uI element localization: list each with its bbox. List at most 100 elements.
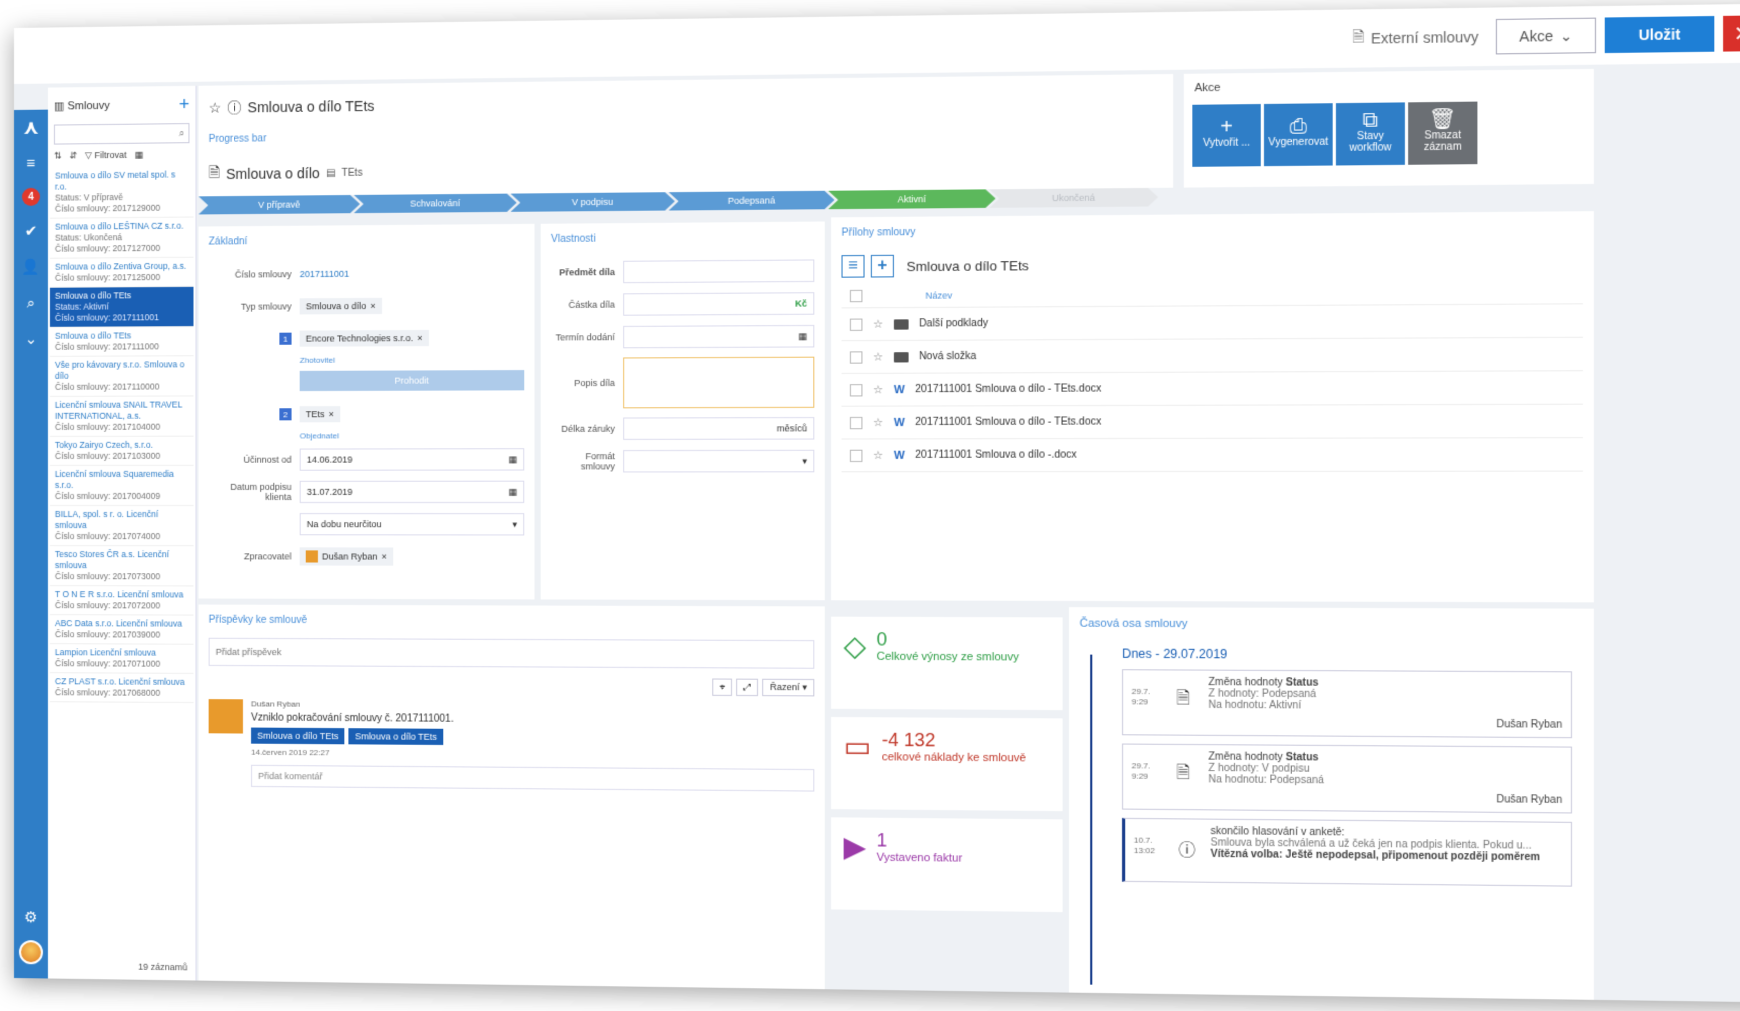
list-view-icon[interactable]: ≡ bbox=[842, 255, 865, 278]
users-icon[interactable]: 👤 bbox=[20, 256, 42, 278]
info-icon[interactable]: ⓘ bbox=[227, 97, 241, 117]
swap-parties-button[interactable]: Prohodit bbox=[300, 370, 525, 391]
row-checkbox[interactable] bbox=[850, 318, 863, 330]
notification-badge[interactable]: 4 bbox=[22, 188, 40, 206]
list-item[interactable]: Smlouva o dílo LEŠTINA CZ s.r.o. Status: … bbox=[50, 218, 194, 259]
timeline-entry[interactable]: 29.7. 9:29 🗎 Změna hodnoty Status Z hodno… bbox=[1122, 669, 1572, 738]
contract-type-chip[interactable]: Smlouva o dílo × bbox=[300, 298, 382, 315]
menu-icon[interactable]: ≡ bbox=[20, 152, 42, 174]
list-item[interactable]: ABC Data s.r.o. Licenční smlouva Číslo sm… bbox=[50, 615, 194, 645]
remove-icon[interactable]: × bbox=[417, 333, 422, 343]
check-icon[interactable]: ✔ bbox=[20, 220, 42, 242]
party1-chip[interactable]: Encore Technologies s.r.o. × bbox=[300, 330, 429, 347]
table-row[interactable]: ☆ Nová složka bbox=[842, 338, 1583, 374]
search-icon[interactable]: ⌕ bbox=[20, 292, 42, 314]
select-all-checkbox[interactable] bbox=[850, 289, 863, 301]
list-item[interactable]: CZ PLAST s.r.o. Licenční smlouva Číslo sm… bbox=[50, 673, 194, 703]
calendar-icon[interactable]: ▦ bbox=[508, 454, 517, 465]
gear-icon[interactable]: ⚙ bbox=[20, 906, 42, 928]
signature-date-field[interactable]: 31.07.2019 ▦ bbox=[300, 481, 525, 503]
add-contract-button[interactable]: + bbox=[179, 94, 190, 115]
list-item[interactable]: Smlouva o dílo Zentiva Group, a.s. Číslo … bbox=[50, 258, 194, 288]
list-item[interactable]: Licenční smlouva SNAIL TRAVEL INTERNATIO… bbox=[50, 396, 194, 436]
post-author[interactable]: Dušan Ryban bbox=[251, 699, 814, 711]
external-contracts-link[interactable]: 🗎 Externí smlouvy bbox=[1352, 24, 1478, 51]
generate-button[interactable]: ⎙ Vygenerovat bbox=[1264, 103, 1333, 166]
sort-asc-icon[interactable]: ⇅ bbox=[54, 151, 62, 162]
timeline-entry[interactable]: 29.7. 9:29 🗎 Změna hodnoty Status Z hodno… bbox=[1122, 744, 1572, 814]
remove-icon[interactable]: × bbox=[370, 301, 375, 311]
expand-icon[interactable]: ⤢ bbox=[736, 679, 758, 696]
party2-chip[interactable]: TEts × bbox=[300, 406, 340, 422]
calendar-icon[interactable]: ▦ bbox=[508, 486, 517, 497]
effective-from-field[interactable]: 14.06.2019 ▦ bbox=[300, 448, 525, 471]
list-item[interactable]: Smlouva o dílo TEts Číslo smlouvy: 201711… bbox=[50, 327, 194, 357]
list-item[interactable]: Vše pro kávovary s.r.o. Smlouva o dílo Čí… bbox=[50, 356, 194, 397]
star-icon[interactable]: ☆ bbox=[873, 449, 883, 462]
calendar-icon[interactable]: ▦ bbox=[135, 150, 144, 161]
user-avatar[interactable] bbox=[19, 940, 43, 964]
warranty-field[interactable]: měsíců bbox=[623, 417, 814, 440]
contract-number[interactable]: 2017111001 bbox=[300, 269, 349, 279]
description-field[interactable] bbox=[623, 357, 814, 409]
row-checkbox[interactable] bbox=[850, 449, 863, 461]
star-icon[interactable]: ☆ bbox=[873, 383, 883, 396]
row-checkbox[interactable] bbox=[850, 351, 863, 363]
star-icon[interactable]: ☆ bbox=[873, 317, 883, 330]
timeline-entry[interactable]: 10.7. 13:02 ⓘ skončilo hlasování v anketě… bbox=[1122, 818, 1572, 887]
filter-button[interactable]: ▽ Filtrovat bbox=[85, 150, 127, 161]
duration-select[interactable]: Na dobu neurčitou ▾ bbox=[300, 513, 525, 535]
list-item[interactable]: T O N E R s.r.o. Licenční smlouva Číslo s… bbox=[50, 586, 194, 615]
step-ukoncena[interactable]: Ukončená bbox=[989, 188, 1158, 208]
table-row[interactable]: ☆ W 2017111001 Smlouva o dílo -.docx bbox=[842, 438, 1583, 472]
processor-chip[interactable]: Dušan Ryban × bbox=[300, 547, 393, 565]
step-podepsana[interactable]: Podepsaná bbox=[669, 191, 835, 211]
sort-dropdown[interactable]: Řazení ▾ bbox=[763, 679, 815, 697]
calendar-icon[interactable]: ▦ bbox=[798, 331, 807, 342]
sitemap-icon: ⧉ bbox=[1363, 115, 1378, 127]
table-row[interactable]: ☆ W 2017111001 Smlouva o dílo - TEts.docx bbox=[842, 371, 1583, 406]
subject-field[interactable] bbox=[623, 259, 814, 283]
list-item[interactable]: BILLA, spol. s r. o. Licenční smlouva Čís… bbox=[50, 506, 194, 546]
save-button[interactable]: Uložit bbox=[1605, 16, 1715, 53]
star-icon[interactable]: ☆ bbox=[209, 99, 222, 116]
list-item[interactable]: Tesco Stores ČR a.s. Licenční smlouva Čís… bbox=[50, 546, 194, 586]
post-tag[interactable]: Smlouva o dílo TEts bbox=[251, 728, 345, 745]
remove-icon[interactable]: × bbox=[329, 409, 334, 419]
column-name[interactable]: Název bbox=[925, 290, 952, 300]
remove-icon[interactable]: × bbox=[382, 552, 387, 562]
add-file-icon[interactable]: + bbox=[871, 255, 894, 278]
list-item[interactable]: Smlouva o dílo SV metal spol. s r.o. Stat… bbox=[50, 166, 194, 218]
star-icon[interactable]: ☆ bbox=[873, 350, 883, 363]
info-icon: ⓘ bbox=[1178, 836, 1195, 861]
add-comment-input[interactable]: Přidat komentář bbox=[251, 765, 814, 792]
row-checkbox[interactable] bbox=[850, 416, 863, 428]
sort-desc-icon[interactable]: ⇵ bbox=[70, 150, 78, 161]
row-checkbox[interactable] bbox=[850, 384, 863, 396]
step-v-podpisu[interactable]: V podpisu bbox=[511, 192, 675, 212]
create-button[interactable]: + Vytvořit ... bbox=[1192, 104, 1260, 167]
add-post-input[interactable]: Přidat příspěvek bbox=[209, 638, 815, 669]
workflow-states-button[interactable]: ⧉ Stavy workflow bbox=[1336, 102, 1405, 165]
list-item[interactable]: Tokyo Zairyo Czech, s.r.o. Číslo smlouvy:… bbox=[50, 437, 194, 466]
format-select[interactable]: ▾ bbox=[623, 450, 814, 473]
table-row[interactable]: ☆ W 2017111001 Smlouva o dílo - TEts.docx bbox=[842, 405, 1583, 440]
step-schvalovani[interactable]: Schvalování bbox=[354, 194, 517, 214]
step-v-priprave[interactable]: V přípravě bbox=[199, 195, 360, 215]
list-item[interactable]: Licenční smlouva Squaremedia s.r.o. Číslo… bbox=[50, 466, 194, 506]
akce-dropdown[interactable]: Akce ⌄ bbox=[1496, 18, 1596, 55]
pin-icon[interactable]: ⌖ bbox=[712, 679, 732, 696]
delete-record-button[interactable]: 🗑 Smazat záznam bbox=[1408, 102, 1477, 165]
table-row[interactable]: ☆ Další podklady bbox=[842, 304, 1583, 341]
sidebar-search-input[interactable]: ⌕ bbox=[54, 123, 190, 145]
logo-icon[interactable]: ⋏ bbox=[20, 116, 42, 138]
delivery-date-field[interactable]: ▦ bbox=[623, 325, 814, 348]
star-icon[interactable]: ☆ bbox=[873, 416, 883, 429]
post-tag[interactable]: Smlouva o dílo TEts bbox=[349, 728, 443, 745]
close-button[interactable]: ✕ bbox=[1723, 15, 1740, 51]
double-chevron-down-icon[interactable]: ⌄ bbox=[20, 328, 42, 350]
step-aktivni[interactable]: Aktivní bbox=[828, 189, 995, 209]
list-item-active[interactable]: Smlouva o dílo TEts Status: Aktivní Číslo … bbox=[50, 287, 194, 328]
list-item[interactable]: Lampion Licenční smlouva Číslo smlouvy: 2… bbox=[50, 644, 194, 674]
amount-field[interactable]: Kč bbox=[623, 292, 814, 316]
